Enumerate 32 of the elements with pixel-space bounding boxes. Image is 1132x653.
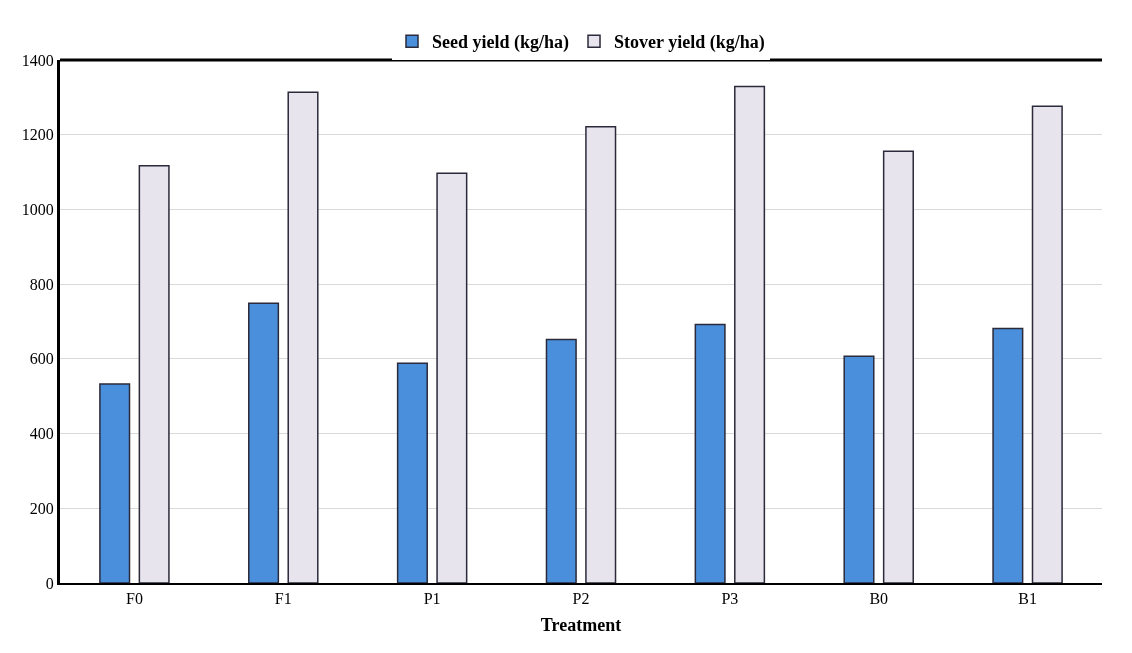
bar <box>1031 105 1063 583</box>
y-tick-label: 1000 <box>21 201 54 219</box>
bar <box>287 91 319 583</box>
x-tick-label: P3 <box>721 589 739 607</box>
bar <box>694 323 726 583</box>
y-tick-label: 800 <box>29 275 54 293</box>
bar <box>396 362 428 583</box>
bar <box>882 150 914 583</box>
bar <box>545 338 577 583</box>
y-tick-label: 400 <box>29 425 54 443</box>
bar <box>436 172 468 583</box>
x-tick-label: B0 <box>869 589 889 607</box>
y-tick-label: 0 <box>45 574 54 592</box>
x-tick-label: P1 <box>423 589 441 607</box>
bar <box>992 327 1024 583</box>
bar <box>734 85 766 583</box>
bar <box>248 302 280 583</box>
bar <box>843 355 875 583</box>
y-tick-label: 200 <box>29 499 54 517</box>
legend-label: Seed yield (kg/ha) <box>432 32 570 54</box>
x-tick-label: B1 <box>1018 589 1037 607</box>
x-tick-label: P2 <box>572 589 590 607</box>
y-tick-label: 1200 <box>21 126 54 144</box>
bar <box>99 383 131 583</box>
x-axis-title: Treatment <box>540 614 622 635</box>
bar <box>138 164 170 583</box>
x-tick-label: F1 <box>274 589 292 607</box>
x-tick-label: F0 <box>125 589 143 607</box>
y-tick-label: 1400 <box>21 51 54 69</box>
legend-label: Stover yield (kg/ha) <box>614 32 765 54</box>
bar <box>585 126 617 583</box>
y-tick-label: 600 <box>29 350 54 368</box>
